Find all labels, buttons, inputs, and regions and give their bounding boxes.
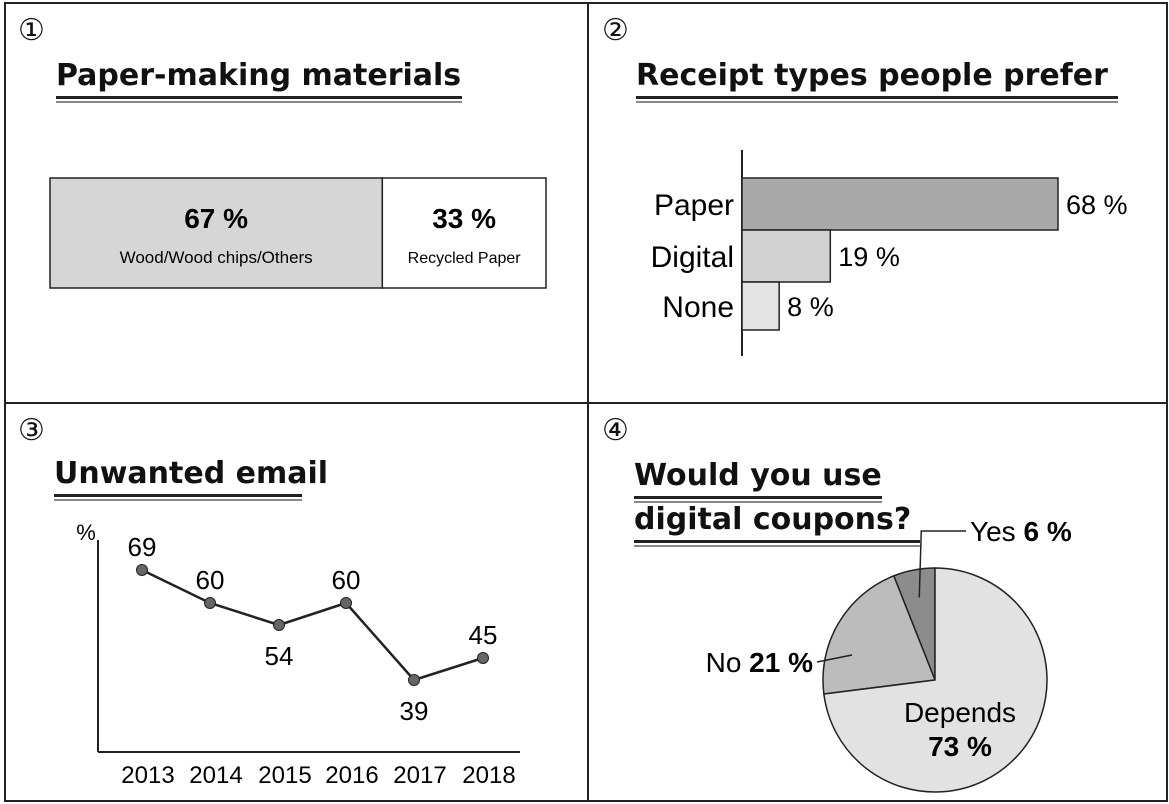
yes-leader-line (918, 530, 966, 598)
x-tick-label-2014: 2014 (189, 762, 242, 789)
data-label-2015: 54 (265, 641, 294, 671)
panel-1-number: ① (18, 13, 45, 48)
x-tick-label-2017: 2017 (393, 762, 446, 789)
panel-4-title-underline-2b (634, 545, 920, 547)
panel-3-title-underline (54, 494, 302, 497)
segment-value-label-2: 33 % (432, 203, 496, 234)
data-point-2016 (340, 597, 352, 609)
pie-value-depends: 73 % (928, 731, 992, 762)
panel-4-title-underline-1 (634, 496, 882, 499)
segment-value-label-1: 67 % (184, 203, 248, 234)
panel-4-number: ④ (602, 413, 629, 448)
panel-1-title-underline-2 (56, 101, 462, 103)
bar-category-label-digital: Digital (651, 241, 734, 274)
panel-1-title-underline (56, 96, 462, 99)
panel-4-title-underline-2 (634, 540, 920, 543)
panel-3-title: Unwanted email (54, 456, 329, 491)
data-label-2017: 39 (400, 696, 429, 726)
bar-value-label-paper: 68 % (1066, 190, 1128, 220)
no-leader-line (816, 654, 853, 663)
x-tick-label-2016: 2016 (325, 762, 378, 789)
bar-category-label-paper: Paper (654, 189, 734, 222)
data-label-2018: 45 (469, 620, 498, 650)
bar-paper (741, 177, 1059, 231)
horizontal-divider (4, 402, 1168, 404)
stacked-segment-2 (381, 177, 547, 289)
panel-1-title: Paper-making materials (56, 58, 462, 93)
y-axis-label: % (76, 520, 96, 545)
data-point-2014 (204, 597, 216, 609)
pie-slice-no (822, 574, 937, 695)
panel-2-title-underline (636, 96, 1118, 99)
panel-2-number: ② (602, 13, 629, 48)
bar-none (741, 281, 780, 331)
panel-2-title-underline-2 (636, 101, 1118, 103)
data-point-2013 (136, 564, 148, 576)
bar-digital (741, 229, 832, 283)
panel-4-title-line-2: digital coupons? (634, 502, 912, 537)
data-point-2015 (273, 619, 285, 631)
pie-slice-depends (823, 567, 1048, 793)
data-point-2017 (408, 674, 420, 686)
data-label-2014: 60 (196, 565, 225, 595)
pie-label-yes: Yes 6 % (970, 516, 1072, 547)
segment-category-label-1: Wood/Wood chips/Others (120, 248, 313, 267)
panel-4-title-line-1: Would you use (634, 458, 882, 493)
pie-label-depends: Depends (904, 697, 1016, 728)
stacked-segment-1 (49, 177, 384, 289)
data-label-2013: 69 (128, 532, 157, 562)
panel-3-title-underline-2 (54, 499, 302, 501)
panel-3-number: ③ (18, 413, 45, 448)
bar-category-label-none: None (662, 291, 734, 324)
bar-value-label-digital: 19 % (838, 242, 900, 272)
panel-2-title: Receipt types people prefer (636, 58, 1108, 93)
x-tick-label-2013: 2013 (121, 762, 174, 789)
data-label-2016: 60 (332, 565, 361, 595)
x-tick-label-2018: 2018 (462, 762, 515, 789)
bar-value-label-none: 8 % (787, 292, 834, 322)
email-series-line (141, 568, 484, 682)
panel-4-title-underline-1b (634, 501, 882, 503)
data-point-2018 (477, 652, 489, 664)
x-tick-label-2015: 2015 (258, 762, 311, 789)
segment-category-label-2: Recycled Paper (408, 250, 522, 267)
pie-label-no: No 21 % (706, 647, 814, 678)
